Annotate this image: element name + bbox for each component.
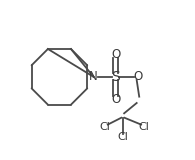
Text: O: O xyxy=(111,48,120,61)
Text: N: N xyxy=(89,70,98,83)
Text: O: O xyxy=(133,70,143,83)
Text: Cl: Cl xyxy=(117,132,128,142)
Text: S: S xyxy=(111,70,120,84)
Text: Cl: Cl xyxy=(139,122,150,132)
Text: O: O xyxy=(111,92,120,106)
Text: Cl: Cl xyxy=(99,122,110,132)
